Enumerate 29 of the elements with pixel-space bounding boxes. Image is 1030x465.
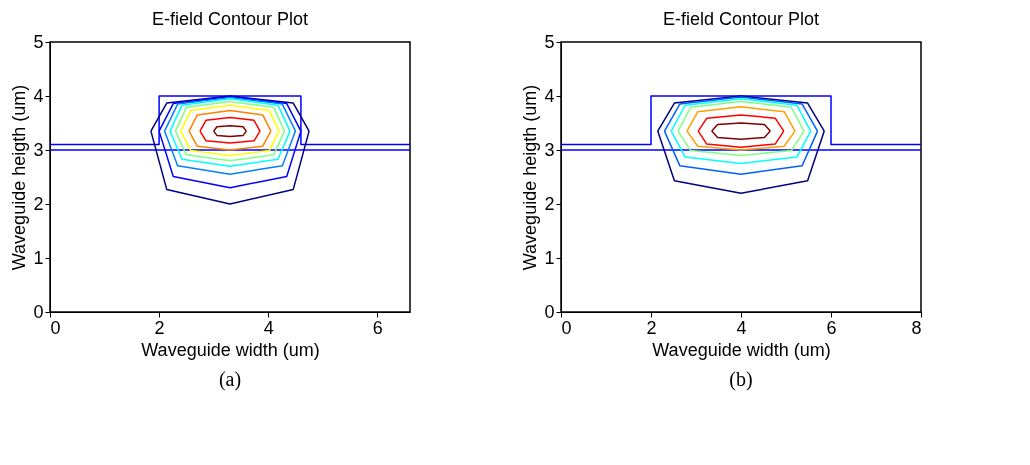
chart-title: E-field Contour Plot [662,9,820,29]
y-tick-label: 5 [544,31,555,52]
y-axis-title: Waveguide heigth (um) [520,84,541,271]
y-axis-title: Waveguide heigth (um) [9,84,30,271]
y-tick-label: 0 [544,301,555,322]
x-tick-label: 2 [154,317,165,338]
y-tick-label: 0 [33,301,44,322]
x-tick-label: 2 [646,317,657,338]
text: (a) [218,368,242,391]
text: (b) [729,368,753,391]
x-axis-title: Waveguide width (um) [652,339,831,360]
y-tick-label: 1 [544,247,555,268]
chart-title: E-field Contour Plot [151,9,309,29]
y-tick-label: 5 [33,31,44,52]
y-tick-label: 4 [33,85,44,106]
y-tick-label: 1 [33,247,44,268]
x-tick-label: 0 [50,317,61,338]
x-tick-label: 8 [911,317,922,338]
x-tick-label: 4 [263,317,274,338]
x-tick-label: 6 [372,317,383,338]
y-tick-label: 2 [544,193,555,214]
y-tick-label: 4 [544,85,555,106]
x-axis-title: Waveguide width (um) [141,339,320,360]
y-tick-label: 3 [33,139,44,160]
y-tick-label: 3 [544,139,555,160]
x-tick-label: 6 [826,317,837,338]
x-tick-label: 0 [561,317,572,338]
x-tick-label: 4 [736,317,747,338]
y-tick-label: 2 [33,193,44,214]
